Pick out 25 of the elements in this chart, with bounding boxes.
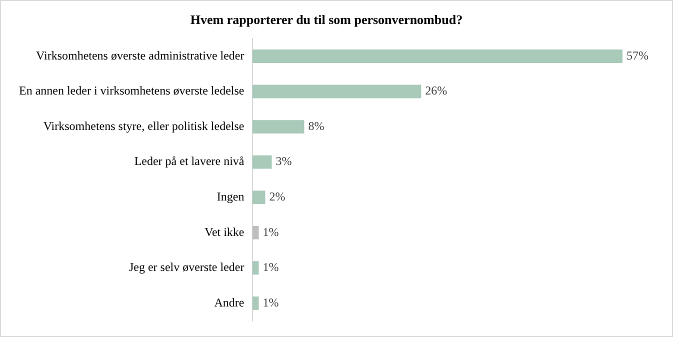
y-tick-label: Virksomhetens styre, eller politisk ledelse	[43, 118, 244, 133]
bar	[252, 261, 259, 275]
y-tick-label: Virksomhetens øverste administrative leder	[36, 48, 244, 62]
y-tick-label: Ingen	[216, 189, 244, 204]
y-tick-label: Leder på et lavere nivå	[134, 154, 245, 168]
data-label: 57%	[626, 48, 649, 62]
y-tick-label: En annen leder i virksomhetens øverste ledelse	[18, 84, 244, 98]
y-tick-label: Jeg er selv øverste leder	[128, 260, 244, 274]
bar	[252, 120, 304, 134]
y-tick-label: Andre	[214, 295, 244, 310]
data-label: 26%	[425, 84, 448, 98]
data-label: 1%	[262, 260, 279, 274]
bar	[252, 50, 623, 63]
y-tick-label: Vet ikke	[204, 224, 244, 239]
data-label: 2%	[269, 189, 286, 204]
data-label: 8%	[308, 118, 324, 133]
bar	[252, 226, 259, 240]
bar	[252, 190, 266, 204]
data-label: 3%	[276, 154, 292, 168]
bar	[252, 155, 272, 169]
data-label: 1%	[262, 224, 279, 239]
bar	[252, 296, 259, 310]
data-label: 1%	[262, 295, 279, 310]
bar	[252, 84, 422, 98]
chart-title: Hvem rapporterer du til som personvernombud?	[190, 12, 463, 28]
